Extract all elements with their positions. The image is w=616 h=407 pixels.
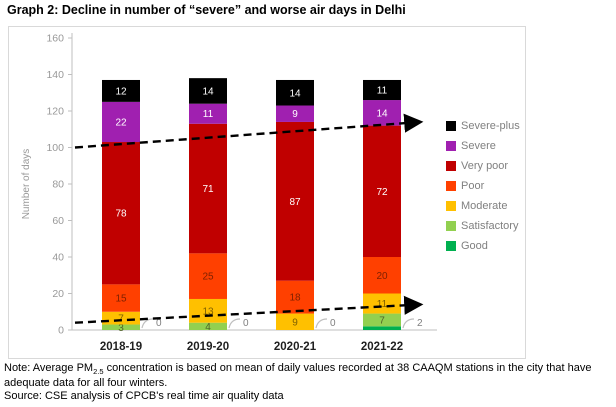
- bar-segment-very-poor: [276, 121, 314, 281]
- x-category-label: 2020-21: [274, 341, 317, 353]
- trend-arrow: [74, 113, 424, 149]
- bar-segment-severe-plus: [363, 79, 401, 101]
- bar-value-label: 3: [118, 323, 124, 334]
- bar-value-label: 25: [202, 272, 214, 283]
- bar-value-label: 18: [289, 293, 301, 304]
- callout-leader: [141, 318, 154, 329]
- x-category-label: 2018-19: [100, 341, 142, 353]
- bar-value-label: 12: [115, 86, 127, 97]
- legend-item-moderate: Moderate: [446, 200, 520, 212]
- legend-item-very-poor: Very poor: [446, 160, 520, 172]
- note-block: Note: Average PM2.5 concentration is bas…: [4, 362, 612, 403]
- y-tick-label: 100: [46, 142, 64, 154]
- y-tick-label: 20: [52, 288, 64, 300]
- legend-item-poor: Poor: [446, 180, 520, 192]
- legend-swatch-icon: [446, 121, 456, 131]
- note-line: Note: Average PM2.5 concentration is bas…: [4, 362, 592, 390]
- chart-legend: Severe-plus Severe Very poor Poor Moderate Sa…: [446, 120, 520, 260]
- bar-segment-satisfactory: [102, 324, 140, 330]
- bar-value-label: 14: [289, 88, 301, 99]
- bar-value-label: 14: [202, 86, 214, 97]
- bar-value-label: 15: [115, 294, 127, 305]
- bar-value-label: 20: [376, 271, 388, 282]
- trend-arrow: [74, 295, 424, 324]
- callout-leader: [228, 318, 241, 329]
- y-tick-label: 160: [46, 33, 64, 45]
- legend-swatch-icon: [446, 201, 456, 211]
- legend-label: Poor: [461, 180, 485, 192]
- y-tick-label: 140: [46, 69, 64, 81]
- y-tick-label: 60: [52, 215, 64, 227]
- bar-segment-satisfactory: [363, 313, 401, 327]
- bar-value-label: 87: [289, 197, 301, 208]
- legend-swatch-icon: [446, 221, 456, 231]
- source-line: Source: CSE analysis of CPCB's real time…: [4, 390, 284, 402]
- legend-label: Satisfactory: [461, 220, 519, 232]
- callout-leader: [402, 318, 415, 329]
- y-tick-label: 40: [52, 252, 64, 264]
- bar-value-label: 7: [379, 315, 385, 326]
- legend-swatch-icon: [446, 141, 456, 151]
- bar-segment-very-poor: [363, 125, 401, 257]
- bar-segment-satisfactory: [189, 322, 227, 330]
- x-category-label: 2019-20: [187, 341, 229, 353]
- y-axis-title: Number of days: [21, 149, 32, 220]
- bar-value-label: 4: [205, 322, 211, 333]
- bar-segment-poor: [189, 253, 227, 299]
- bar-segment-poor: [363, 257, 401, 294]
- legend-label: Severe-plus: [461, 120, 520, 132]
- bar-segment-severe-plus: [276, 79, 314, 106]
- bar-segment-severe: [276, 105, 314, 122]
- bar-segment-severe: [102, 101, 140, 143]
- bar-value-label: 11: [377, 299, 388, 310]
- bar-segment-very-poor: [189, 123, 227, 254]
- callout-value-good: 2: [417, 318, 423, 329]
- callout-leader: [315, 318, 328, 329]
- bar-segment-moderate: [276, 313, 314, 330]
- bar-segment-good: [363, 326, 401, 330]
- bar-segment-moderate: [363, 293, 401, 314]
- bar-segment-poor: [102, 284, 140, 312]
- legend-item-good: Good: [446, 240, 520, 252]
- callout-value-good: 0: [243, 318, 249, 329]
- bar-value-label: 78: [115, 209, 127, 220]
- y-tick-label: 120: [46, 106, 64, 118]
- bar-value-label: 13: [202, 306, 214, 317]
- legend-label: Very poor: [461, 160, 509, 172]
- y-tick-label: 0: [58, 325, 64, 337]
- chart-title: Graph 2: Decline in number of “severe” a…: [7, 3, 406, 17]
- bar-value-label: 14: [376, 108, 388, 119]
- bar-value-label: 9: [292, 109, 298, 120]
- callout-value-good: 0: [330, 318, 336, 329]
- bar-value-label: 22: [115, 117, 127, 128]
- bar-value-label: 71: [202, 184, 214, 195]
- legend-swatch-icon: [446, 241, 456, 251]
- legend-item-severe-plus: Severe-plus: [446, 120, 520, 132]
- legend-item-satisfactory: Satisfactory: [446, 220, 520, 232]
- callout-value-good: 0: [156, 318, 162, 329]
- bar-segment-poor: [276, 280, 314, 314]
- bar-value-label: 72: [376, 187, 388, 198]
- bar-segment-severe-plus: [102, 79, 140, 102]
- bar-value-label: 9: [292, 317, 298, 328]
- legend-swatch-icon: [446, 181, 456, 191]
- bar-value-label: 11: [377, 86, 388, 97]
- pm25-subscript: 2.5: [93, 367, 104, 377]
- bar-segment-severe-plus: [189, 78, 227, 104]
- legend-item-severe: Severe: [446, 140, 520, 152]
- bar-value-label: 11: [203, 109, 214, 120]
- x-category-label: 2021-22: [361, 341, 403, 353]
- bar-segment-severe: [363, 100, 401, 126]
- legend-label: Severe: [461, 140, 496, 152]
- y-tick-label: 80: [52, 179, 64, 191]
- legend-label: Moderate: [461, 200, 508, 212]
- legend-label: Good: [461, 240, 488, 252]
- bar-segment-severe: [189, 103, 227, 124]
- legend-swatch-icon: [446, 161, 456, 171]
- bar-segment-very-poor: [102, 142, 140, 285]
- bar-segment-moderate: [102, 311, 140, 325]
